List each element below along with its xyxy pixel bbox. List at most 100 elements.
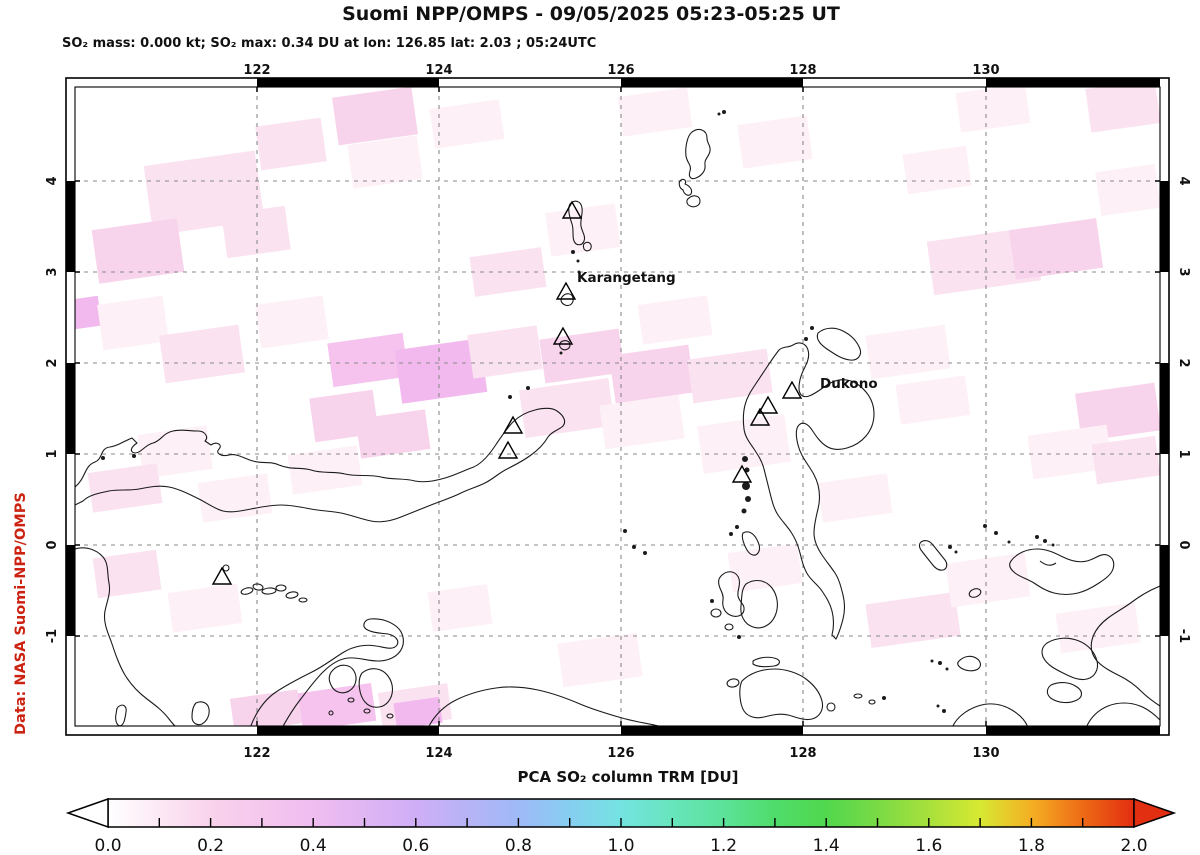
- frame-bar-top: [621, 78, 803, 87]
- frame-bar-bottom: [986, 726, 1160, 735]
- colorbar-title: PCA SO₂ column TRM [DU]: [517, 768, 739, 786]
- colorbar-label: 0.6: [402, 836, 429, 855]
- coastline: [752, 656, 780, 668]
- island-dot: [994, 531, 998, 535]
- so2-patch: [1008, 218, 1104, 280]
- so2-patch: [159, 324, 245, 384]
- so2-patch: [429, 99, 505, 149]
- island-dot: [526, 386, 530, 390]
- island-dot: [745, 496, 751, 502]
- colorbar-label: 1.0: [607, 836, 634, 855]
- coastline: [918, 540, 948, 571]
- lat-label-right: 3: [1176, 267, 1191, 276]
- coastline: [742, 342, 875, 640]
- so2-patch: [75, 295, 102, 331]
- coastline: [740, 579, 778, 629]
- coastline: [718, 571, 745, 617]
- inner-ticks: [75, 87, 1160, 726]
- islet: [853, 693, 863, 699]
- island-dot: [742, 482, 750, 490]
- so2-patch: [737, 115, 813, 169]
- coastlines: [75, 110, 1160, 726]
- so2-patch: [1095, 164, 1160, 216]
- coastline: [582, 241, 592, 252]
- coastline: [328, 664, 357, 694]
- so2-patch: [255, 117, 327, 171]
- so2-patch: [197, 473, 273, 523]
- island-dot: [1035, 535, 1039, 539]
- so2-patch: [167, 583, 243, 633]
- island-dot: [632, 545, 636, 549]
- so2-patch: [697, 414, 791, 474]
- so2-patch: [519, 377, 615, 439]
- colorbar-label: 1.2: [710, 836, 737, 855]
- island-dot: [938, 661, 942, 665]
- frame-bar-left: [66, 545, 75, 636]
- lat-label-left: 0: [45, 540, 60, 549]
- islet: [275, 584, 287, 592]
- islet: [298, 597, 308, 603]
- coastline: [1041, 637, 1099, 681]
- volcano-marker: [781, 380, 803, 399]
- island-dot: [930, 659, 934, 663]
- island-dot: [101, 456, 105, 460]
- island-dot: [954, 550, 958, 554]
- frame-bar-left: [66, 181, 75, 272]
- so2-patch: [599, 394, 685, 450]
- coastline: [678, 178, 693, 196]
- island-dot: [945, 667, 949, 671]
- frame-bar-right: [1160, 545, 1169, 636]
- coastline: [1046, 682, 1083, 704]
- island-dot: [710, 599, 714, 603]
- coastline: [1039, 560, 1057, 566]
- coastline: [1086, 702, 1160, 726]
- islet: [710, 608, 722, 618]
- volcano-marker: [757, 395, 779, 414]
- frame-bar-left: [66, 363, 75, 454]
- so2-patch: [727, 543, 803, 593]
- coastline: [191, 701, 210, 726]
- so2-patch: [617, 87, 693, 137]
- map-frame: [65, 77, 1170, 736]
- so2-patch: [229, 689, 303, 726]
- island-dot: [741, 508, 747, 514]
- island-dot: [735, 525, 739, 529]
- colorbar-left-arrow: [65, 797, 109, 829]
- lat-label-right: 4: [1176, 176, 1191, 185]
- coastline: [250, 618, 404, 726]
- so2-patch: [609, 344, 695, 404]
- island-dot: [1051, 543, 1055, 547]
- so2-patch: [297, 683, 377, 726]
- so2-patch: [687, 348, 773, 404]
- colorbar-label: 1.6: [915, 836, 942, 855]
- lon-label-bottom: 126: [607, 746, 634, 761]
- so2-patch: [394, 338, 488, 404]
- so2-patch: [393, 696, 443, 726]
- lat-label-right: 1: [1176, 449, 1191, 458]
- island-dot: [742, 456, 748, 462]
- so2-patch: [332, 87, 418, 146]
- volcano-marker: [502, 415, 524, 434]
- colorbar-label: 0.4: [300, 836, 327, 855]
- colorbar-label: 0.0: [94, 836, 121, 855]
- coastline: [1009, 548, 1115, 596]
- coastline: [560, 293, 574, 307]
- islet: [285, 591, 299, 599]
- lon-label-top: 128: [789, 63, 816, 78]
- so2-patch: [955, 87, 1031, 133]
- so2-patch: [637, 295, 713, 345]
- so2-raster: [75, 87, 1160, 726]
- islet: [347, 697, 355, 703]
- lon-label-bottom: 128: [789, 746, 816, 761]
- volcano-marker: [749, 407, 771, 426]
- islet: [328, 710, 334, 716]
- islet: [968, 588, 982, 598]
- lat-label-right: 2: [1176, 358, 1191, 367]
- coastline: [115, 704, 127, 726]
- frame-bar-right: [1160, 181, 1169, 272]
- so2-patch: [255, 295, 329, 349]
- colorbar: 0.0 0.2 0.4 0.6 0.8 1.0 1.2 1.4 1.6 1.8 2.0: [65, 797, 1177, 855]
- island-dot: [576, 259, 580, 263]
